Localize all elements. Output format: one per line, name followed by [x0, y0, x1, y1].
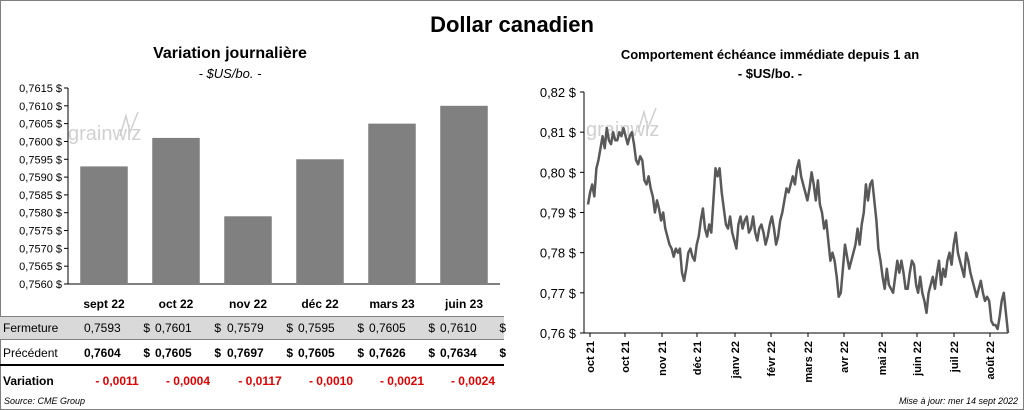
- series-line: [586, 126, 1010, 334]
- row-label-previous: Précédent: [3, 346, 58, 360]
- y-tick-label: 0,77 $: [540, 286, 577, 301]
- y-tick-label: 0,7595 $: [19, 154, 62, 166]
- y-tick-label: 0,81 $: [540, 125, 577, 140]
- bar-chart: grainwiz 0,7560 $ 0,7565 $ 0,7570 $ 0,7575 $…: [19, 83, 500, 311]
- source-note: Source: CME Group: [4, 396, 86, 406]
- watermark-logo: grainwiz: [68, 111, 141, 145]
- x-tick-label: nov 21: [657, 341, 669, 376]
- y-tick-label: 0,7570 $: [19, 243, 62, 255]
- variation-cell: - 0,0021: [379, 374, 425, 388]
- bar: [224, 216, 272, 284]
- x-tick-label: juin 23: [444, 297, 483, 311]
- watermark-mark: [637, 107, 657, 133]
- y-tick-label: 0,7565 $: [19, 261, 62, 273]
- x-tick-label: juil 22: [949, 341, 961, 373]
- main-title: Dollar canadien: [430, 12, 594, 37]
- y-tick-label: 0,7560 $: [19, 279, 62, 291]
- y-tick-label: 0,7605 $: [19, 119, 62, 131]
- y-tick-label: 0,7585 $: [19, 190, 62, 202]
- bar: [80, 166, 128, 284]
- variation-cell: - 0,0004: [165, 374, 211, 388]
- line-chart-subtitle: - $US/bo. -: [737, 66, 803, 81]
- update-note: Mise à jour: mer 14 sept 2022: [898, 396, 1018, 406]
- y-tick-label: 0,7615 $: [19, 83, 62, 95]
- variation-cell: - 0,0024: [450, 374, 496, 388]
- line-chart-title: Comportement échéance immédiate depuis 1…: [620, 47, 920, 62]
- y-tick-label: 0,7600 $: [19, 136, 62, 148]
- y-tick-label: 0,78 $: [540, 246, 577, 261]
- y-tick-label: 0,7580 $: [19, 208, 62, 220]
- variation-cell: - 0,0117: [238, 374, 282, 388]
- x-tick-label: juin 22: [912, 341, 924, 377]
- y-tick-label: 0,79 $: [540, 206, 577, 221]
- x-tick-label: mars 22: [803, 341, 815, 383]
- x-tick-label: nov 22: [229, 297, 267, 311]
- variation-cell: - 0,0011: [95, 374, 139, 388]
- y-tick-label: 0,7575 $: [19, 226, 62, 238]
- x-tick-label: oct 21: [620, 341, 632, 373]
- variation-cell: - 0,0010: [308, 374, 354, 388]
- x-tick-label: déc 21: [692, 341, 704, 375]
- bar-chart-title: Variation journalière: [153, 45, 307, 62]
- table-row-variation: Variation - 0,0011 - 0,0004 - 0,0117 - 0…: [0, 370, 504, 392]
- x-tick-label: avr 22: [839, 341, 851, 373]
- x-tick-label: août 22: [985, 341, 997, 380]
- x-tick-label: déc 22: [301, 297, 339, 311]
- x-tick-label: oct 22: [159, 297, 194, 311]
- x-tick-label: mars 23: [369, 297, 415, 311]
- table-row-close: Fermeture 0,7593 $ 0,7601 $ 0,7579 $ 0,7595…: [0, 316, 506, 340]
- table-row-previous: Précédent 0,7604 $ 0,7605 $ 0,7697 $ 0,7605…: [0, 342, 506, 366]
- y-tick-label: 0,7610 $: [19, 101, 62, 113]
- row-label-variation: Variation: [3, 374, 54, 388]
- x-tick-label: mai 22: [877, 341, 889, 375]
- bar-chart-subtitle: - $US/bo. -: [198, 66, 262, 81]
- x-tick-label: sept 22: [83, 297, 125, 311]
- bar: [296, 159, 344, 284]
- bar: [368, 123, 416, 285]
- y-tick-label: 0,76 $: [540, 326, 577, 341]
- watermark-mark: [119, 111, 139, 137]
- bar: [440, 105, 488, 285]
- y-tick-label: 0,7590 $: [19, 172, 62, 184]
- x-tick-label: oct 21: [585, 341, 597, 373]
- y-tick-label: 0,80 $: [540, 165, 577, 180]
- row-label-close: Fermeture: [3, 321, 59, 335]
- y-tick-label: 0,82 $: [540, 85, 577, 100]
- x-tick-label: janv 22: [730, 341, 742, 379]
- bar: [152, 137, 200, 284]
- x-tick-label: févr 22: [766, 341, 778, 376]
